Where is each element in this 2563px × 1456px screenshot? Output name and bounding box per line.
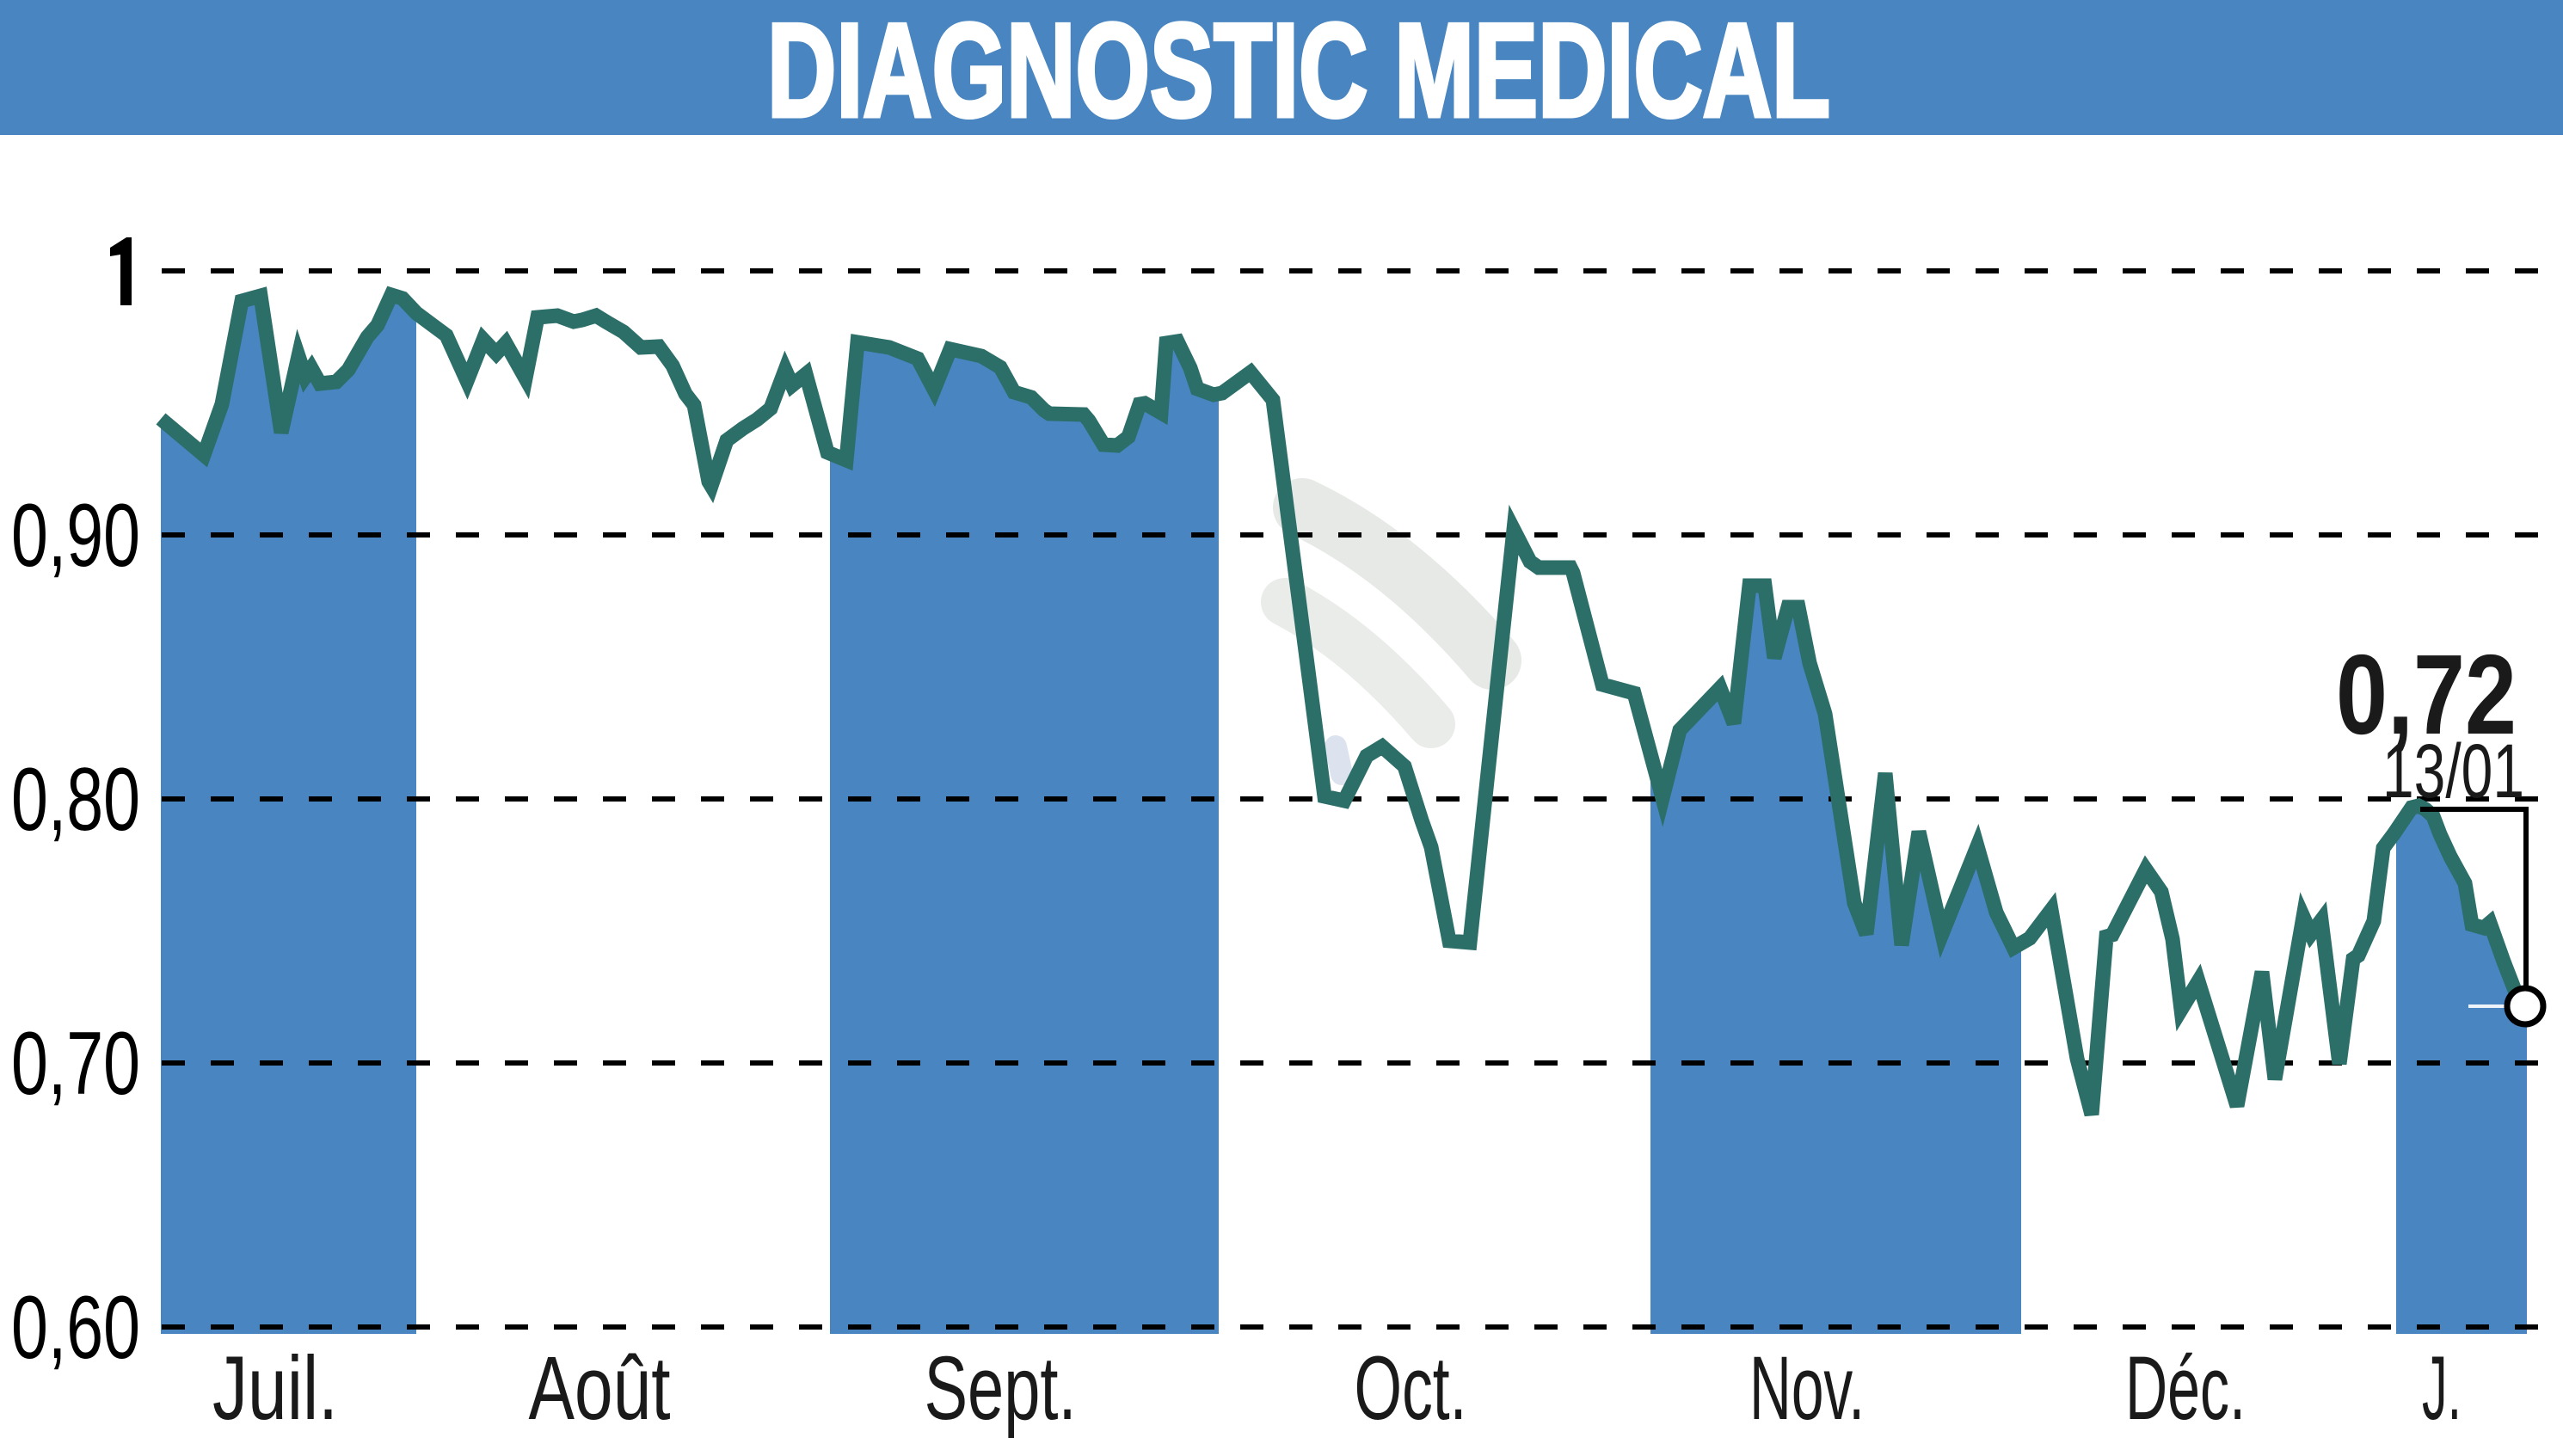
svg-text:Août: Août (529, 1338, 671, 1439)
svg-text:0,80: 0,80 (11, 750, 140, 850)
svg-text:DIAGNOSTIC MEDICAL: DIAGNOSTIC MEDICAL (767, 0, 1830, 144)
svg-text:0,70: 0,70 (11, 1014, 140, 1114)
svg-text:Déc.: Déc. (2125, 1338, 2246, 1439)
svg-text:J.: J. (2422, 1338, 2462, 1439)
svg-text:13/01: 13/01 (2382, 728, 2524, 814)
svg-text:0,60: 0,60 (11, 1278, 140, 1378)
svg-text:Oct.: Oct. (1355, 1338, 1467, 1439)
svg-text:Juil.: Juil. (212, 1338, 338, 1439)
svg-text:0,90: 0,90 (11, 486, 140, 586)
svg-text:Sept.: Sept. (925, 1338, 1077, 1439)
svg-text:Nov.: Nov. (1749, 1338, 1865, 1439)
svg-text:0,72: 0,72 (2336, 631, 2517, 758)
